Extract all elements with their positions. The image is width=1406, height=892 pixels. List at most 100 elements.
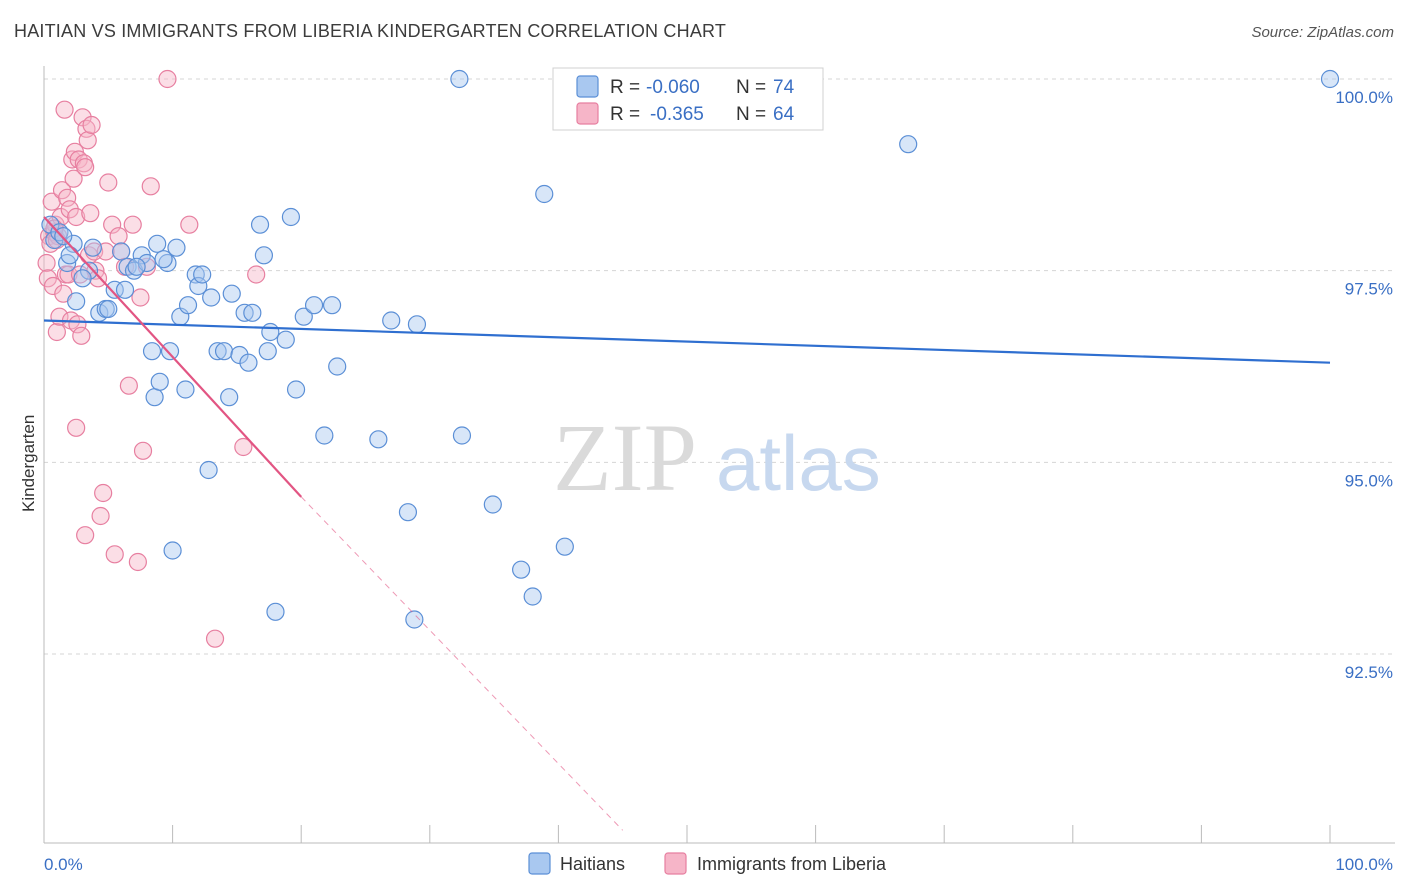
watermark: ZIP atlas bbox=[553, 404, 881, 511]
legend-r-label-1: R = bbox=[610, 77, 640, 98]
haitian-point-20 bbox=[150, 372, 169, 391]
liberia-point-23 bbox=[67, 207, 86, 227]
legend-r-label-2: R = bbox=[610, 104, 640, 125]
haitian-point-60 bbox=[450, 69, 469, 89]
liberia-point-30 bbox=[76, 158, 95, 177]
liberia-point-48 bbox=[119, 376, 138, 395]
haitian-point-5 bbox=[67, 292, 86, 311]
watermark-atlas: atlas bbox=[716, 419, 881, 507]
liberia-point-40 bbox=[94, 483, 113, 503]
liberia-point-32 bbox=[78, 131, 97, 150]
haitian-point-45 bbox=[266, 602, 285, 621]
liberia-trend-line bbox=[43, 216, 303, 498]
haitian-point-53 bbox=[328, 357, 347, 376]
legend-n-value-1: 74 bbox=[773, 77, 795, 98]
liberia-point-57 bbox=[205, 629, 225, 648]
y-tick-label-2: 97.5% bbox=[1345, 280, 1393, 299]
haitian-point-18 bbox=[145, 388, 164, 407]
haitian-point-71 bbox=[99, 299, 118, 319]
liberia-point-56 bbox=[180, 215, 199, 234]
haitian-point-38 bbox=[235, 303, 254, 322]
haitian-point-58 bbox=[407, 315, 427, 334]
haitian-point-70 bbox=[73, 269, 92, 288]
haitian-point-24 bbox=[167, 238, 186, 257]
haitian-point-59 bbox=[452, 426, 472, 445]
haitian-point-36 bbox=[222, 284, 241, 303]
haitian-point-44 bbox=[261, 322, 280, 342]
liberia-point-34 bbox=[81, 204, 100, 223]
chart-title: HAITIAN VS IMMIGRANTS FROM LIBERIA KINDE… bbox=[14, 21, 727, 41]
bottom-legend-swatch-liberia bbox=[664, 852, 687, 875]
x-tick-label-1: 100.0% bbox=[1335, 855, 1393, 874]
haitian-point-51 bbox=[315, 426, 334, 445]
liberia-point-55 bbox=[158, 69, 177, 89]
legend-n-value-2: 64 bbox=[773, 104, 795, 125]
liberia-point-27 bbox=[72, 326, 91, 345]
haitian-point-40 bbox=[243, 303, 262, 322]
haitian-point-27 bbox=[178, 296, 198, 315]
liberia-point-43 bbox=[103, 215, 122, 234]
haitian-point-50 bbox=[304, 296, 324, 315]
haitian-point-22 bbox=[160, 342, 180, 361]
liberia-point-49 bbox=[123, 215, 142, 234]
haitian-point-30 bbox=[193, 265, 212, 284]
bottom-legend-haitians: Haitians bbox=[560, 854, 625, 874]
legend-r-value-2: -0.365 bbox=[650, 104, 704, 125]
haitian-points bbox=[41, 69, 1340, 629]
haitian-point-12 bbox=[115, 280, 135, 299]
haitian-point-32 bbox=[202, 288, 221, 307]
haitian-point-17 bbox=[142, 342, 162, 361]
haitian-point-26 bbox=[176, 380, 195, 399]
legend-n-label-2: N = bbox=[736, 104, 766, 125]
liberia-point-58 bbox=[234, 437, 253, 457]
haitian-point-4 bbox=[64, 234, 83, 253]
legend-swatch-haitians bbox=[576, 75, 599, 98]
liberia-point-21 bbox=[64, 169, 83, 188]
haitian-point-54 bbox=[369, 430, 388, 449]
liberia-point-35 bbox=[82, 115, 101, 135]
haitian-point-35 bbox=[220, 388, 239, 407]
y-tick-label-1: 95.0% bbox=[1345, 471, 1393, 490]
liberia-point-0 bbox=[37, 253, 56, 273]
liberia-point-52 bbox=[133, 441, 153, 460]
haitian-point-65 bbox=[555, 537, 574, 556]
source-label: Source: ZipAtlas.com bbox=[1251, 24, 1394, 41]
haitian-point-46 bbox=[276, 330, 295, 349]
haitian-point-55 bbox=[382, 311, 401, 330]
haitian-trend-line bbox=[43, 319, 1331, 364]
legend-r-value-1: -0.060 bbox=[646, 77, 700, 98]
bottom-legend-liberia: Immigrants from Liberia bbox=[697, 854, 887, 874]
correlation-legend: R = -0.060 N = 74 R = -0.365 N = 64 bbox=[552, 67, 824, 131]
liberia-point-61 bbox=[76, 526, 95, 545]
haitian-point-23 bbox=[163, 541, 182, 560]
haitian-point-10 bbox=[105, 280, 124, 299]
liberia-point-14 bbox=[55, 100, 74, 119]
haitian-point-43 bbox=[258, 342, 277, 361]
haitian-point-61 bbox=[483, 495, 502, 514]
haitian-point-29 bbox=[189, 276, 208, 296]
haitian-point-56 bbox=[398, 503, 418, 522]
haitian-point-47 bbox=[281, 207, 301, 227]
y-axis-label: Kindergarten bbox=[19, 415, 38, 512]
haitian-point-7 bbox=[83, 238, 102, 257]
liberia-point-45 bbox=[109, 227, 128, 246]
liberia-trend-line-dashed bbox=[300, 496, 624, 831]
liberia-point-42 bbox=[99, 173, 118, 192]
haitian-point-62 bbox=[512, 560, 531, 579]
liberia-point-59 bbox=[247, 265, 266, 284]
liberia-point-54 bbox=[141, 177, 160, 196]
haitian-point-42 bbox=[254, 246, 274, 265]
y-tick-label-3: 100.0% bbox=[1335, 88, 1393, 107]
axes bbox=[43, 66, 1395, 844]
liberia-point-51 bbox=[131, 288, 150, 307]
liberia-point-5 bbox=[43, 276, 63, 296]
liberia-point-16 bbox=[58, 188, 77, 207]
legend-swatch-liberia bbox=[576, 102, 599, 125]
watermark-zip: ZIP bbox=[553, 404, 697, 511]
liberia-point-44 bbox=[105, 545, 124, 564]
liberia-point-60 bbox=[67, 418, 86, 437]
haitian-point-69 bbox=[60, 246, 79, 265]
tick-labels: 92.5% 95.0% 97.5% 100.0% 0.0% 100.0% bbox=[44, 88, 1393, 874]
x-tick-label-0: 0.0% bbox=[44, 855, 83, 874]
